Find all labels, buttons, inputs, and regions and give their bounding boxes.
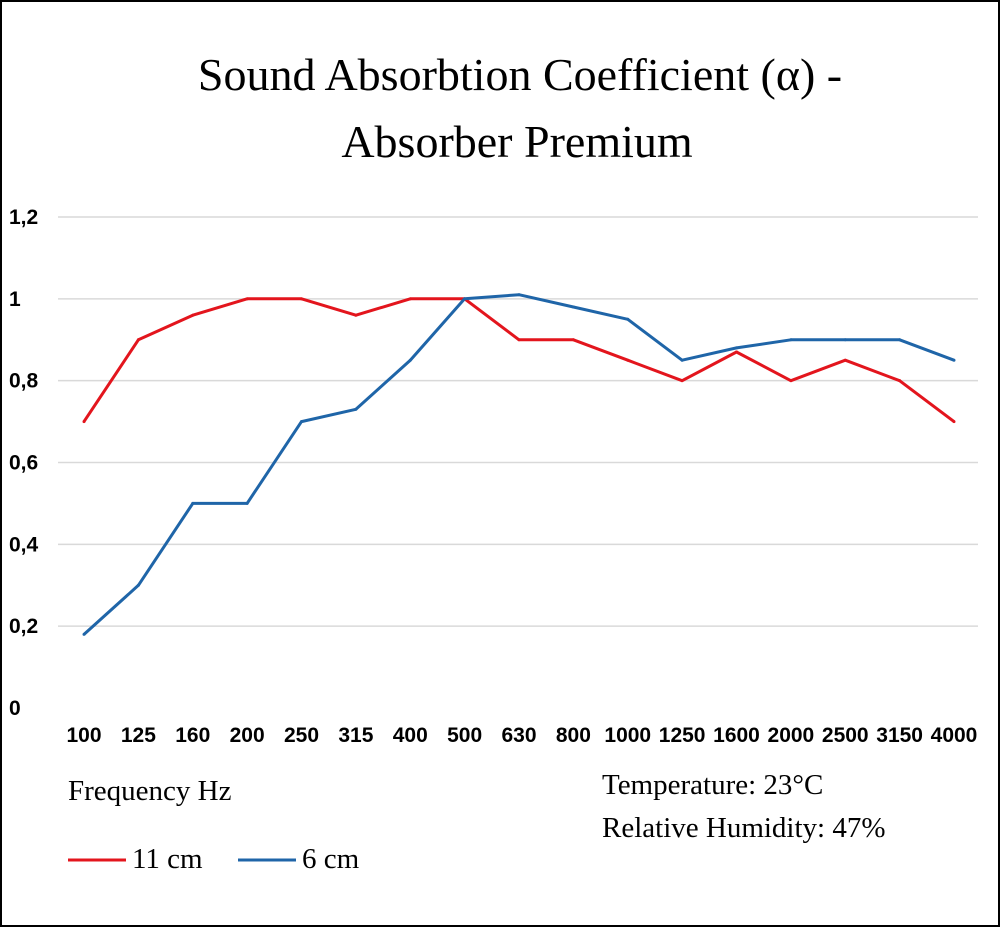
data-point: [680, 379, 684, 383]
x-tick-label: 500: [447, 724, 482, 747]
data-point: [735, 346, 738, 350]
y-tick-label: 1,2: [9, 206, 38, 229]
temperature-note: Temperature: 23°C: [602, 769, 823, 801]
y-tick-label: 0,2: [9, 615, 38, 638]
x-tick-label: 160: [175, 724, 210, 747]
x-tick-label: 1600: [713, 724, 760, 747]
x-tick-label: 4000: [931, 724, 978, 747]
x-tick-label: 100: [66, 724, 101, 747]
x-tick-label: 2500: [822, 724, 869, 747]
data-point: [463, 297, 467, 301]
data-point: [300, 297, 303, 301]
x-tick-label: 1250: [659, 724, 706, 747]
x-tick-label: 250: [284, 724, 319, 747]
series-line-11cm: [82, 297, 955, 423]
data-point: [245, 501, 249, 505]
data-point: [354, 313, 358, 317]
data-point: [789, 379, 793, 383]
x-tick-label: 630: [501, 724, 536, 747]
data-point: [136, 338, 140, 342]
x-tick-label: 2000: [768, 724, 815, 747]
legend: 11 cm 6 cm: [68, 843, 360, 875]
y-tick-label: 0,4: [9, 533, 39, 556]
y-tick-label: 0,6: [9, 452, 38, 475]
x-tick-label: 200: [230, 724, 265, 747]
data-point: [408, 297, 412, 301]
x-tick-label: 125: [121, 724, 156, 747]
legend-label-11cm: 11 cm: [132, 843, 203, 875]
y-tick-label: 1: [9, 288, 21, 311]
chart-title-line-1: Sound Absorbtion Coefficient (α) -: [198, 49, 842, 100]
y-tick-label: 0: [9, 697, 21, 720]
chart-title-line-2: Absorber Premium: [341, 116, 693, 167]
plot-series: [82, 293, 956, 636]
data-point: [191, 501, 195, 505]
data-point: [82, 420, 86, 424]
data-point: [354, 407, 358, 411]
data-point: [571, 305, 575, 309]
data-point: [626, 358, 630, 362]
data-point: [952, 358, 956, 362]
x-axis-label: Frequency Hz: [68, 775, 232, 807]
data-point: [571, 338, 575, 342]
data-point: [898, 338, 902, 342]
data-point: [408, 358, 412, 362]
legend-label-6cm: 6 cm: [302, 843, 360, 875]
data-point: [789, 338, 793, 342]
data-point: [735, 350, 738, 354]
x-tick-label: 3150: [876, 724, 923, 747]
humidity-note: Relative Humidity: 47%: [602, 812, 886, 844]
data-point: [136, 583, 140, 587]
data-point: [191, 313, 195, 317]
data-point: [517, 293, 521, 297]
x-tick-label: 315: [338, 724, 373, 747]
data-point: [626, 317, 630, 321]
data-point: [680, 358, 684, 362]
series-line-6cm: [82, 293, 955, 636]
x-tick-label: 400: [393, 724, 428, 747]
data-point: [517, 338, 521, 342]
data-point: [843, 338, 847, 342]
data-point: [82, 632, 86, 636]
x-tick-label: 1000: [604, 724, 651, 747]
data-point: [245, 297, 249, 301]
data-point: [843, 358, 847, 362]
data-point: [300, 420, 303, 424]
data-point: [898, 379, 902, 383]
data-point: [952, 420, 956, 424]
gridlines: [58, 216, 978, 627]
y-tick-label: 0,8: [9, 370, 39, 393]
x-tick-label: 800: [556, 724, 591, 747]
x-axis-ticks: 100 125 160 200 250 315 400 500 630 800 1000 1250 16…: [66, 724, 977, 747]
y-axis-ticks: 0 0,2 0,4 0,6 0,8 1 1,2: [9, 206, 39, 720]
